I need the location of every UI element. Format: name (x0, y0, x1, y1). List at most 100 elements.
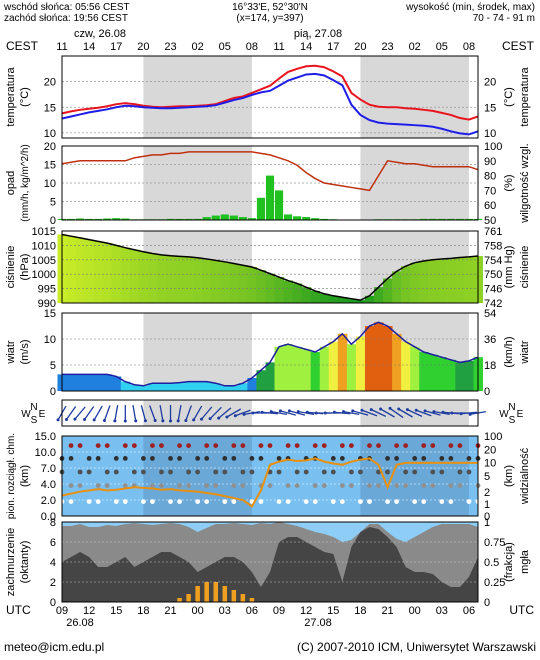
wind-arrow-head (323, 411, 327, 415)
cloud-level-dot (68, 499, 74, 504)
pressure-fill (120, 247, 131, 303)
pressure-fill (319, 293, 330, 303)
cest-hour-label: 14 (300, 41, 312, 53)
pressure-fill (211, 260, 221, 303)
cloud-level-dot (195, 469, 201, 475)
cloud-level-dot (412, 469, 418, 475)
precip-bar (175, 218, 184, 220)
wind-fill (84, 374, 95, 391)
temp-tick-left: 10 (44, 128, 56, 140)
compass-e: E (517, 409, 524, 420)
wind-arrow (84, 406, 95, 420)
cloud-level-dot (448, 483, 454, 488)
wind-arrow-head (192, 418, 196, 422)
wind-arrow-head (379, 407, 383, 411)
tz-bottom-right: UTC (509, 603, 534, 617)
cloud-level-dot (77, 483, 83, 488)
wind-arrow (361, 409, 378, 417)
pressure-fill (337, 297, 348, 303)
cloud-level-dot (321, 483, 327, 488)
cloudbase-tick-left: 10.0 (35, 447, 56, 459)
wind-arrow-head (217, 416, 221, 420)
wind-fill (184, 381, 194, 391)
humidity-tick-right: 80 (484, 171, 496, 183)
cloud-level-dot (267, 443, 273, 448)
pressure-tick-left: 1005 (32, 255, 56, 267)
series-temperature (61, 64, 479, 121)
cloud-level-dot (177, 483, 182, 488)
utc-hour-label: 18 (137, 605, 149, 617)
pressure-fill (175, 256, 185, 303)
pressure-fill (147, 253, 158, 303)
cloud-level-dot (104, 483, 110, 488)
pressure-fill (283, 280, 294, 303)
cest-hour-label: 11 (273, 41, 284, 53)
cloud-tick-left: 0 (50, 597, 56, 609)
cloud-level-dot (276, 456, 282, 461)
precip-bar (419, 218, 428, 220)
footer-email[interactable]: meteo@icm.edu.pl (4, 640, 104, 654)
fog-bar (213, 582, 218, 602)
wind-tick-right: 18 (484, 360, 496, 372)
precip-unit: (mm/h, kg/m^2/h) (20, 144, 31, 221)
cloud-level-dot (122, 456, 128, 461)
cloud-level-dot (430, 483, 436, 488)
wind-arrow-head (388, 406, 392, 410)
cest-hour-label: 02 (409, 41, 421, 53)
precip-bar (437, 218, 446, 220)
humidity-tick-right: 100 (484, 141, 502, 153)
cloud-level-dot (294, 469, 300, 475)
cest-hour-label: 20 (137, 41, 149, 53)
wind-arrow-head (296, 410, 300, 414)
wind-fill (301, 349, 312, 391)
wind-fill (337, 333, 348, 391)
pressure-tick-right: 761 (484, 226, 502, 238)
panel-border (61, 399, 479, 427)
wind-arrow-head (260, 410, 264, 414)
temp-tick-left: 15 (44, 102, 56, 114)
cloud-level-dot (68, 456, 74, 461)
night-band (143, 313, 252, 391)
pressure-fill (355, 300, 366, 303)
precip-tick-left: 5 (50, 197, 56, 209)
tz-top-left: CEST (6, 39, 39, 53)
wind-arrow (343, 410, 360, 416)
series-dew-point (61, 72, 479, 136)
fog-bar (204, 582, 209, 602)
cloud-level-dot (321, 469, 327, 475)
cloud-level-dot (421, 456, 427, 461)
precip-bar (229, 215, 238, 220)
vis-tick-right: 100 (484, 431, 502, 443)
wind-arrow (201, 406, 213, 420)
cloud-level-dot (77, 443, 83, 448)
utc-hour-label: 15 (327, 605, 339, 617)
cloud-level-dot (131, 443, 137, 448)
cloud-level-dot (240, 443, 246, 448)
cloud-level-dot (104, 469, 110, 475)
cloud-level-dot (294, 483, 300, 488)
cloud-level-dot (150, 499, 155, 504)
pressure-fill (374, 287, 384, 303)
wind-arrow (370, 409, 387, 417)
pressure-fill (446, 258, 456, 303)
wind-fill (392, 333, 402, 391)
cloud-level-dot (159, 469, 164, 475)
cest-hour-label: 23 (164, 41, 176, 53)
cloud-level-dot (122, 499, 128, 504)
wind-arrow-head (134, 419, 138, 423)
temp-ylabel-right: temperatura (519, 66, 531, 126)
precip-bar (211, 215, 220, 220)
humidity-tick-right: 70 (484, 185, 496, 197)
height-values: 70 - 74 - 91 m (473, 13, 535, 24)
cloud-level-dot (403, 443, 409, 448)
wind-tick-right: 36 (484, 334, 496, 346)
cest-hour-label: 17 (110, 41, 122, 53)
cloud-level-dot (367, 483, 372, 488)
tz-top-right: CEST (502, 39, 535, 53)
cloudbase-unit: (km) (19, 465, 31, 487)
precip-bar (193, 218, 202, 220)
fog-tick-right: 1 (484, 517, 490, 529)
pressure-fill (256, 270, 266, 303)
pressure-tick-left: 990 (38, 298, 56, 310)
pressure-tick-left: 1010 (32, 240, 56, 252)
